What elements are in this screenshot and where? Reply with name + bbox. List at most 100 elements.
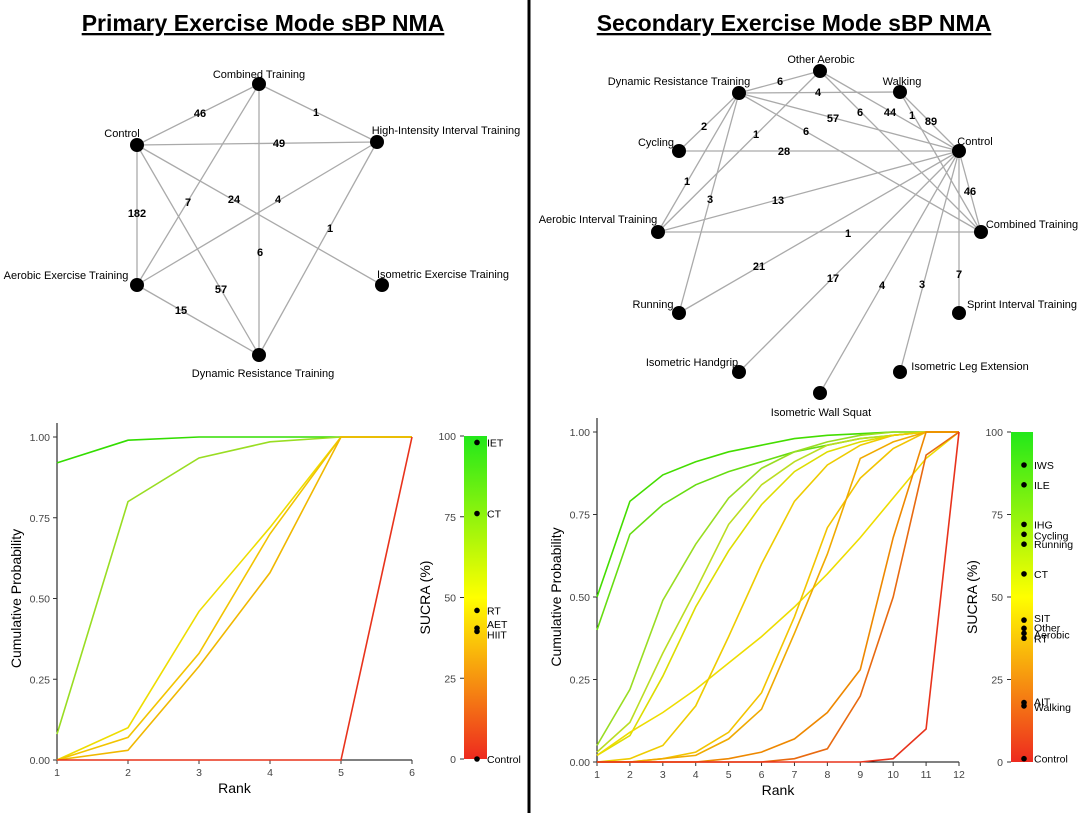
y-tick-label: 1.00 [570, 427, 591, 439]
sucra-point-label: Cycling [1034, 530, 1069, 542]
x-tick-label: 2 [627, 769, 633, 781]
network-edge [657, 150, 960, 233]
network-edge [738, 70, 821, 94]
sucra-tick-label: 0 [997, 757, 1003, 769]
sucra-axis-label: SUCRA (%) [417, 561, 433, 635]
x-tick-label: 10 [887, 769, 899, 781]
edge-count-label: 17 [827, 273, 839, 285]
network-edge [136, 144, 260, 356]
x-axis-label: Rank [762, 782, 796, 798]
sucra-point-label: CT [487, 509, 502, 521]
network-edge [958, 150, 982, 233]
network-edge [678, 150, 960, 314]
x-tick-label: 3 [660, 769, 666, 781]
sucra-point-label: IHG [1034, 519, 1053, 531]
node-label: Isometric Handgrip [646, 357, 738, 369]
edge-count-label: 44 [884, 107, 897, 119]
sucra-tick-label: 100 [438, 431, 456, 443]
network-node [893, 365, 907, 379]
y-axis-label: Cumulative Probability [8, 529, 24, 668]
x-tick-label: 1 [54, 767, 60, 779]
network-node [375, 278, 389, 292]
series-line-4 [596, 431, 959, 753]
y-tick-label: 0.75 [30, 513, 51, 525]
x-tick-label: 12 [953, 769, 965, 781]
y-axis-label: Cumulative Probability [548, 527, 564, 666]
node-label: Isometric Wall Squat [771, 407, 871, 419]
sucra-point-label: Walking [1034, 702, 1071, 714]
x-tick-label: 4 [267, 767, 273, 779]
network-edge [738, 150, 960, 373]
network-node [130, 278, 144, 292]
right-sucra-bar: 0 25 50 75 100 SUCRA (%) IWS ILE IHGCyclingRunni… [964, 427, 1073, 769]
network-edge [899, 150, 960, 373]
series-line-8 [597, 431, 959, 763]
series-line-2 [56, 436, 412, 735]
node-label: Cycling [638, 137, 674, 149]
node-label: Isometric Leg Extension [911, 361, 1028, 373]
edge-count-label: 4 [815, 87, 822, 99]
edge-count-label: 1 [909, 110, 915, 122]
node-label: High-Intensity Interval Training [372, 125, 521, 137]
node-label: Aerobic Interval Training [539, 214, 658, 226]
edge-count-label: 6 [777, 76, 783, 88]
network-node [672, 144, 686, 158]
network-node [252, 77, 266, 91]
sucra-tick-label: 50 [444, 593, 456, 605]
network-node [672, 306, 686, 320]
sucra-point [1021, 617, 1027, 623]
sucra-point-label: Other [1034, 622, 1061, 634]
sucra-point [1021, 541, 1027, 547]
sucra-tick-label: 25 [991, 675, 1003, 687]
edge-count-label: 1 [327, 223, 333, 235]
series-line-7 [596, 431, 959, 763]
y-tick-label: 0.50 [30, 594, 51, 606]
network-edge [258, 141, 378, 356]
series-line-3 [596, 431, 959, 746]
network-edge [136, 141, 378, 146]
y-tick-label: 0.50 [570, 592, 591, 604]
network-edge [738, 92, 960, 152]
node-label: Control [957, 136, 992, 148]
sucra-point [1021, 625, 1027, 632]
node-label: Other Aerobic [787, 54, 855, 66]
sucra-tick-label: 75 [991, 510, 1003, 522]
sucra-tick-label: 0 [450, 754, 456, 766]
node-label: Running [633, 299, 674, 311]
edge-count-label: 7 [185, 197, 191, 209]
edge-count-label: 3 [919, 279, 925, 291]
network-node [952, 306, 966, 320]
x-tick-label: 8 [824, 769, 830, 781]
sucra-point [1021, 635, 1027, 642]
right-title: Secondary Exercise Mode sBP NMA [597, 10, 992, 36]
series-line-6 [596, 431, 960, 757]
x-tick-label: 5 [338, 767, 344, 779]
sucra-point-label: Running [1034, 539, 1073, 551]
sucra-point-label: HIIT [487, 629, 507, 641]
sucra-tick-label: 75 [444, 512, 456, 524]
series-line-9 [597, 431, 959, 763]
edge-count-label: 1 [845, 228, 851, 240]
x-tick-label: 11 [921, 769, 932, 781]
edge-count-label: 46 [964, 186, 976, 198]
edge-count-label: 46 [194, 108, 206, 120]
sucra-axis-label: SUCRA (%) [964, 560, 980, 634]
sucra-tick-label: 100 [985, 427, 1003, 439]
network-node [370, 135, 384, 149]
sucra-point-label: AET [487, 619, 508, 631]
y-tick-label: 0.75 [570, 510, 591, 522]
y-tick-label: 1.00 [30, 432, 51, 444]
series-line-5 [56, 436, 412, 761]
x-axis-label: Rank [218, 780, 252, 796]
network-node [732, 86, 746, 100]
edge-count-label: 49 [273, 138, 285, 150]
node-label: Isometric Exercise Training [377, 269, 509, 281]
series-line-4 [56, 436, 412, 761]
edge-count-label: 57 [215, 284, 227, 296]
network-node [974, 225, 988, 239]
edge-count-label: 24 [228, 194, 241, 206]
sucra-tick-label: 25 [444, 673, 456, 685]
sucra-gradient [1011, 432, 1033, 762]
edge-count-label: 4 [879, 280, 886, 292]
